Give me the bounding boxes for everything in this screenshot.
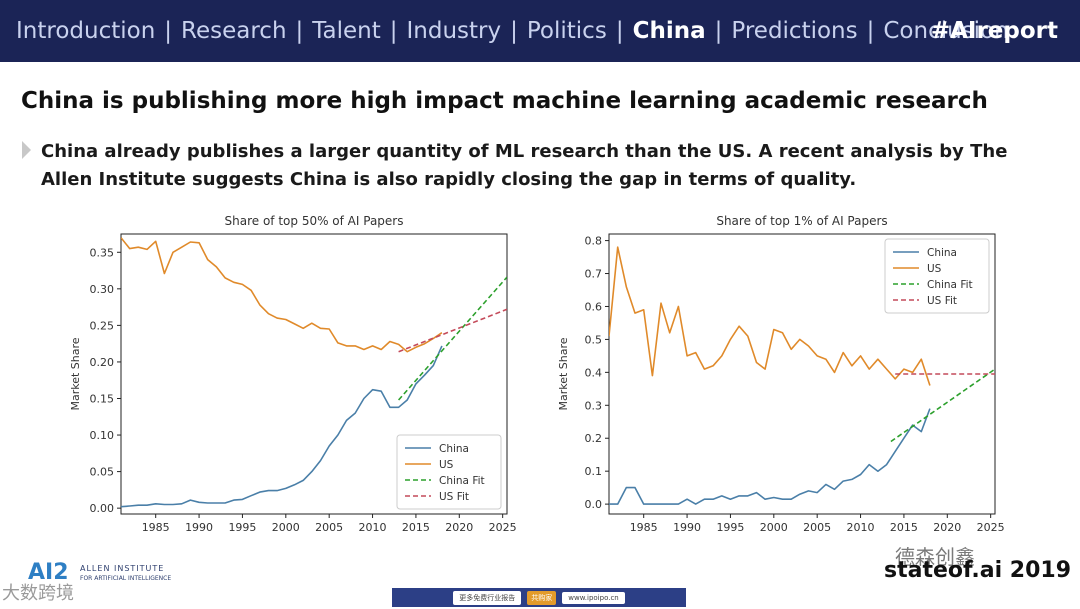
plot-area xyxy=(121,237,507,508)
y-tick-label: 0.1 xyxy=(585,465,603,478)
ai2-logo-mark: AI2 xyxy=(28,560,69,585)
x-tick-label: 2015 xyxy=(402,521,430,534)
watermark-left: 大数跨境 xyxy=(2,583,74,604)
section-nav: Introduction | Research | Talent | Industry | Po… xyxy=(16,0,1009,62)
bullet-arrow-icon xyxy=(22,141,31,159)
nav-separator: | xyxy=(714,18,723,44)
x-tick-label: 2025 xyxy=(977,521,1005,534)
banner-text: 更多免费行业报告 xyxy=(453,590,522,605)
x-tick-label: 2010 xyxy=(359,521,387,534)
slide-subtitle: China already publishes a larger quantit… xyxy=(41,141,1008,190)
legend-box xyxy=(884,238,990,314)
nav-separator: | xyxy=(389,18,398,44)
x-tick-label: 1985 xyxy=(142,521,170,534)
nav-separator: | xyxy=(866,18,875,44)
legend-label: US Fit xyxy=(927,295,957,307)
x-tick-label: 2005 xyxy=(315,521,343,534)
nav-item-research[interactable]: Research xyxy=(181,18,287,44)
y-tick-label: 0.00 xyxy=(90,502,115,515)
y-axis-label: Market Share xyxy=(557,337,570,410)
nav-item-politics[interactable]: Politics xyxy=(526,18,607,44)
y-tick-label: 0.2 xyxy=(585,432,603,445)
report-hashtag[interactable]: #AIreport xyxy=(930,18,1058,44)
nav-item-conclusion[interactable]: Conclusion xyxy=(883,18,1009,44)
series-us-line xyxy=(609,246,931,386)
top-navigation-bar: Introduction | Research | Talent | Industry | Po… xyxy=(0,0,1080,62)
series-china-line xyxy=(609,408,931,505)
x-tick-label: 2010 xyxy=(847,521,875,534)
y-tick-label: 0.15 xyxy=(90,392,115,405)
legend-label: US Fit xyxy=(439,491,469,503)
stateof-ai-brand: stateof.ai 2019 xyxy=(884,558,1072,583)
y-tick-label: 0.0 xyxy=(585,498,603,511)
series-us-line xyxy=(121,237,443,353)
nav-separator: | xyxy=(164,18,173,44)
chart-title: Share of top 1% of AI Papers xyxy=(716,214,887,228)
legend-label: China xyxy=(439,443,469,455)
nav-item-predictions[interactable]: Predictions xyxy=(731,18,858,44)
nav-item-introduction[interactable]: Introduction xyxy=(16,18,156,44)
y-tick-label: 0.7 xyxy=(585,268,603,281)
nav-separator: | xyxy=(510,18,518,44)
y-tick-label: 0.05 xyxy=(90,466,115,479)
y-tick-label: 0.5 xyxy=(585,333,603,346)
chart-top-1-percent: Share of top 1% of AI Papers 1985 1990 1995… xyxy=(557,214,1005,534)
y-tick-label: 0.4 xyxy=(585,366,603,379)
y-tick-label: 0.25 xyxy=(90,319,115,332)
nav-item-industry[interactable]: Industry xyxy=(406,18,502,44)
banner-button[interactable]: 共购家 xyxy=(527,590,557,605)
chart-top-50-percent: Share of top 50% of AI Papers 1985 1990 199… xyxy=(69,214,517,534)
x-tick-label: 1985 xyxy=(630,521,658,534)
x-tick-label: 2015 xyxy=(890,521,918,534)
x-tick-label: 1990 xyxy=(185,521,213,534)
nav-separator: | xyxy=(615,18,624,44)
series-china-fit-line xyxy=(890,368,995,443)
x-tick-label: 2005 xyxy=(803,521,831,534)
legend-label: China Fit xyxy=(439,475,485,487)
y-tick-label: 0.20 xyxy=(90,356,115,369)
x-tick-label: 2020 xyxy=(933,521,961,534)
plot-area xyxy=(609,246,995,505)
y-tick-label: 0.6 xyxy=(585,300,603,313)
x-tick-label: 2000 xyxy=(760,521,788,534)
legend-label: China Fit xyxy=(927,279,973,291)
y-tick-label: 0.35 xyxy=(90,246,115,259)
x-tick-label: 1995 xyxy=(716,521,744,534)
x-tick-label: 2020 xyxy=(445,521,473,534)
slide-title: China is publishing more high impact mac… xyxy=(21,88,988,114)
y-tick-label: 0.8 xyxy=(585,235,603,248)
chart-title: Share of top 50% of AI Papers xyxy=(225,214,404,228)
y-axis-label: Market Share xyxy=(69,337,82,410)
allen-institute-logo: AI2 ALLEN INSTITUTE FOR ARTIFICIAL INTEL… xyxy=(22,558,192,598)
report-banner[interactable]: 更多免费行业报告 共购家 www.ipoipo.cn xyxy=(392,588,686,607)
watermark-right: 德森创鑫 xyxy=(895,545,975,569)
series-us-fit-line xyxy=(398,308,507,353)
banner-url[interactable]: www.ipoipo.cn xyxy=(562,591,625,604)
x-tick-label: 2025 xyxy=(489,521,517,534)
legend-box xyxy=(396,434,502,510)
y-tick-label: 0.10 xyxy=(90,429,115,442)
nav-separator: | xyxy=(295,18,304,44)
legend-label: US xyxy=(927,263,942,275)
nav-item-talent[interactable]: Talent xyxy=(312,18,381,44)
x-tick-label: 1990 xyxy=(673,521,701,534)
legend-label: US xyxy=(439,459,454,471)
legend-label: China xyxy=(927,247,957,259)
y-tick-label: 0.3 xyxy=(585,399,603,412)
logo-subtitle: FOR ARTIFICIAL INTELLIGENCE xyxy=(80,575,172,582)
logo-name: ALLEN INSTITUTE xyxy=(80,564,165,573)
nav-item-china[interactable]: China xyxy=(632,18,706,44)
x-tick-label: 1995 xyxy=(228,521,256,534)
series-china-line xyxy=(121,345,443,508)
x-tick-label: 2000 xyxy=(272,521,300,534)
series-china-fit-line xyxy=(398,276,507,401)
y-tick-label: 0.30 xyxy=(90,283,115,296)
